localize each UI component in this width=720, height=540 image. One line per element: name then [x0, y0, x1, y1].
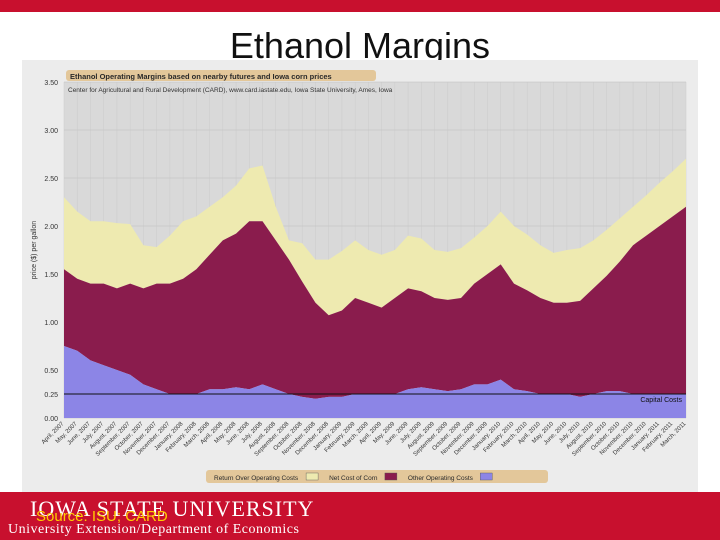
y-tick-label: 2.50: [44, 176, 58, 183]
y-tick-label: 1.50: [44, 272, 58, 279]
source-note: Source: ISU; CARD: [36, 508, 168, 525]
area-other-operating-costs: [64, 346, 686, 418]
area-series: [64, 158, 686, 418]
chart-subtitle: Center for Agricultural and Rural Develo…: [68, 87, 393, 94]
y-axis: 3.50 3.00 2.50 2.00 1.50 1.00 0.50 0.25 0.00: [44, 80, 58, 423]
slide-title: Ethanol Margins: [229, 25, 491, 66]
y-tick-label: 1.00: [44, 320, 58, 327]
legend-box: [206, 470, 548, 483]
chart-header: Ethanol Operating Margins based on nearb…: [66, 70, 393, 94]
legend: Return Over Operating Costs Net Cost of C…: [206, 470, 548, 483]
y-tick-label: 3.50: [44, 80, 58, 87]
y-axis-label: price ($) per gallon: [31, 221, 38, 279]
legend-swatch: [384, 472, 398, 481]
area-net-cost-of-corn: [64, 206, 686, 399]
department-label: University Extension/Department of Econo…: [8, 522, 300, 537]
top-accent-bar: [0, 0, 720, 12]
area-return-over-operating-costs: [64, 158, 686, 316]
university-wordmark: IOWA STATE UNIVERSITY: [30, 496, 315, 521]
reference-line-label: Capital Costs: [640, 397, 682, 404]
capital-costs-line: Capital Costs: [64, 393, 686, 404]
legend-label: Return Over Operating Costs: [214, 475, 299, 482]
ethanol-margin-chart: Capital Costs 3.50 3.00 2.50 2.00 1.50 1.00 0.…: [31, 70, 688, 483]
chart-title: Ethanol Operating Margins based on nearb…: [70, 72, 332, 81]
legend-label: Net Cost of Corn: [329, 475, 378, 482]
legend-label: Other Operating Costs: [408, 475, 474, 482]
y-tick-label: 0.25: [44, 392, 58, 399]
legend-swatch: [480, 472, 493, 481]
y-tick-label: 0.00: [44, 416, 58, 423]
y-tick-label: 2.00: [44, 224, 58, 231]
chart-title-box: [66, 70, 376, 81]
footer-bar: [0, 492, 720, 540]
y-tick-label: 3.00: [44, 128, 58, 135]
y-tick-label: 0.50: [44, 368, 58, 375]
legend-swatch: [305, 472, 319, 481]
